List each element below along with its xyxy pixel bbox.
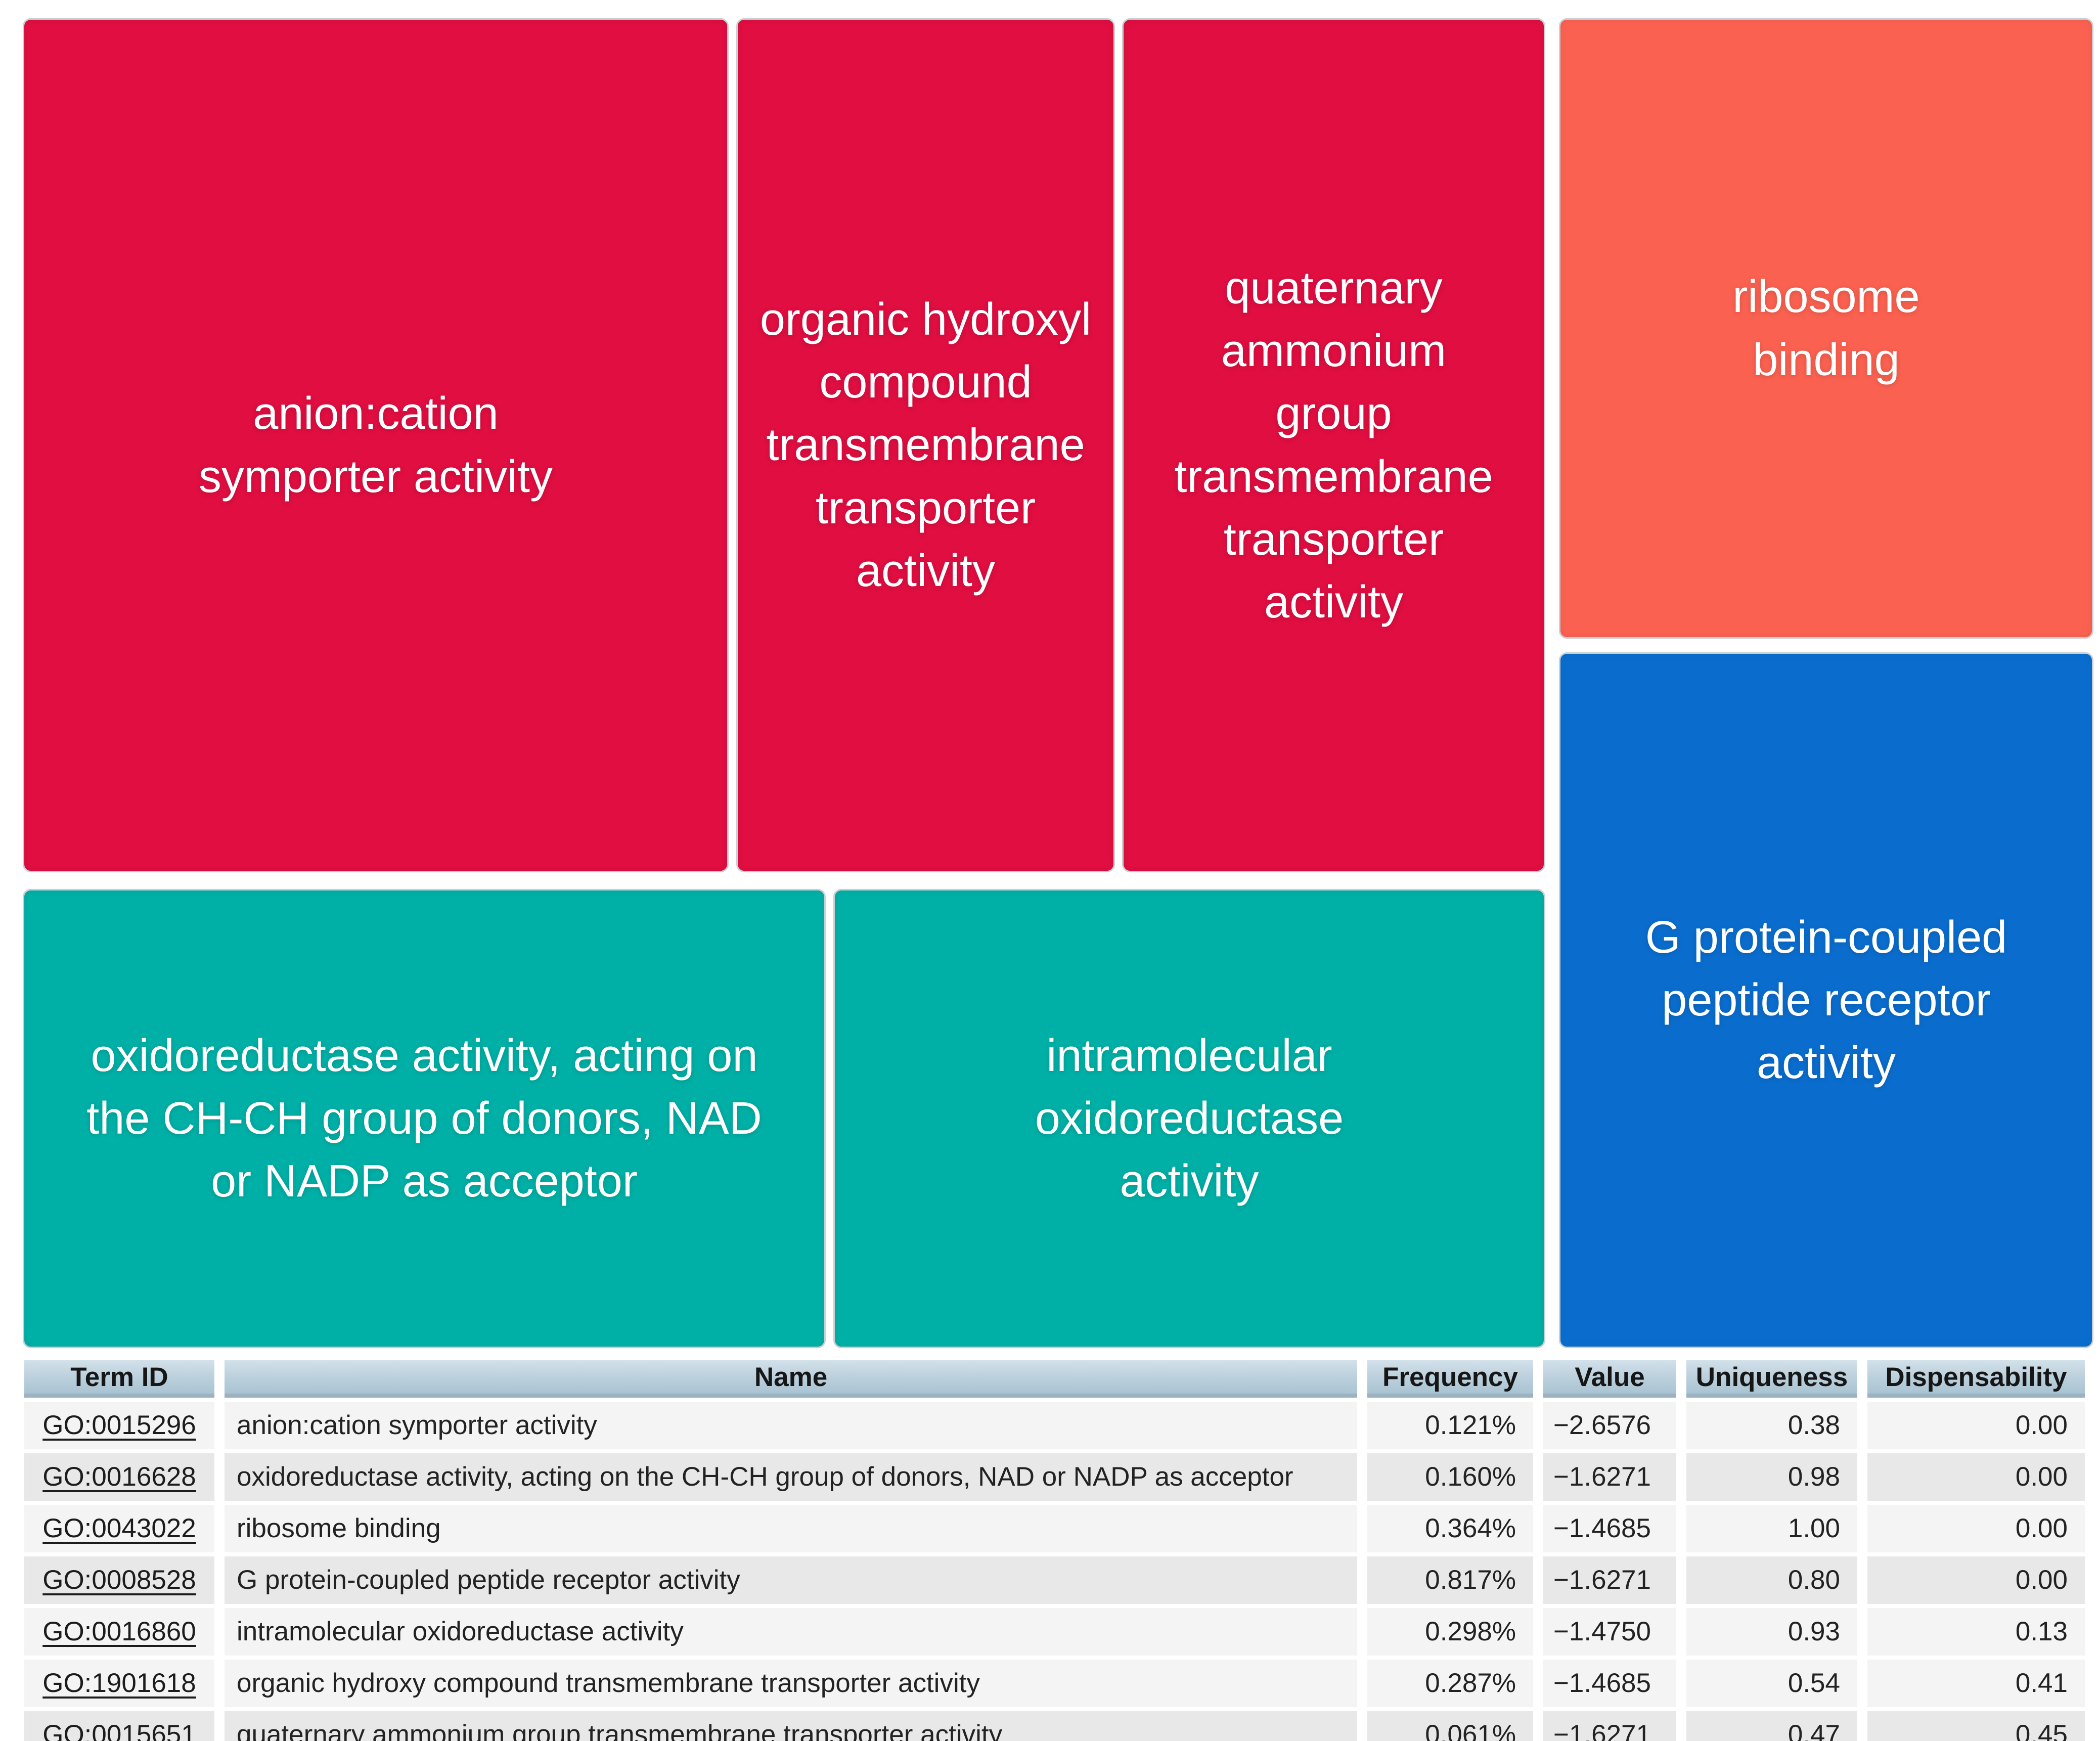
column-header-term-id: Term ID	[24, 1360, 214, 1398]
treemap-cell-organic-hydroxyl-compound-transmembrane-transporter-activity[interactable]: organic hydroxyl compound transmembrane …	[736, 18, 1115, 872]
dispensability-cell: 0.41	[1867, 1660, 2085, 1707]
term-name-cell: ribosome binding	[225, 1505, 1357, 1552]
term-name-cell: oxidoreductase activity, acting on the C…	[225, 1453, 1357, 1501]
uniqueness-cell: 0.54	[1686, 1660, 1857, 1707]
frequency-cell: 0.287%	[1367, 1660, 1533, 1707]
uniqueness-cell: 0.47	[1686, 1711, 1857, 1741]
column-header-frequency: Frequency	[1367, 1360, 1533, 1398]
go-term-link[interactable]: GO:0015296	[42, 1410, 196, 1440]
treemap-cell-label: anion:cation symporter activity	[198, 388, 553, 502]
term-id-cell: GO:0015651	[24, 1711, 214, 1741]
go-term-link[interactable]: GO:1901618	[42, 1668, 196, 1698]
uniqueness-cell: 1.00	[1686, 1505, 1857, 1552]
table-row: GO:0015651 quaternary ammonium group tra…	[24, 1711, 2085, 1741]
term-name-cell: intramolecular oxidoreductase activity	[225, 1608, 1357, 1656]
table-row: GO:0016628 oxidoreductase activity, acti…	[24, 1453, 2085, 1501]
dispensability-cell: 0.00	[1867, 1556, 2085, 1604]
treemap-cell-label: organic hydroxyl compound transmembrane …	[759, 294, 1092, 596]
treemap-cell-label: intramolecular oxidoreductase activity	[1035, 1030, 1344, 1207]
go-term-link[interactable]: GO:0016628	[42, 1461, 196, 1492]
go-term-link[interactable]: GO:0043022	[42, 1513, 196, 1543]
term-id-cell: GO:0008528	[24, 1556, 214, 1604]
treemap-cell-anion-cation-symporter-activity[interactable]: anion:cation symporter activity	[23, 18, 729, 872]
go-term-link[interactable]: GO:0016860	[42, 1616, 196, 1646]
column-header-value: Value	[1543, 1360, 1676, 1398]
go-term-link[interactable]: GO:0015651	[42, 1719, 196, 1741]
term-name-cell: G protein-coupled peptide receptor activ…	[225, 1556, 1357, 1604]
dispensability-cell: 0.00	[1867, 1453, 2085, 1501]
treemap-cell-quaternary-ammonium-group-transmembrane-transporter-activity[interactable]: quaternary ammonium group transmembrane …	[1122, 18, 1545, 872]
go-term-link[interactable]: GO:0008528	[42, 1565, 196, 1595]
treemap-cell-oxidoreductase-activity-ch-ch-group[interactable]: oxidoreductase activity, acting on the C…	[23, 889, 826, 1348]
frequency-cell: 0.298%	[1367, 1608, 1533, 1656]
frequency-cell: 0.817%	[1367, 1556, 1533, 1604]
table-row: GO:0008528 G protein-coupled peptide rec…	[24, 1556, 2085, 1604]
frequency-cell: 0.364%	[1367, 1505, 1533, 1552]
go-treemap: anion:cation symporter activity organic …	[23, 18, 2093, 1348]
value-cell: −1.6271	[1543, 1711, 1676, 1741]
dispensability-cell: 0.13	[1867, 1608, 2085, 1656]
treemap-cell-g-protein-coupled-peptide-receptor-activity[interactable]: G protein-coupled peptide receptor activ…	[1559, 652, 2093, 1348]
uniqueness-cell: 0.38	[1686, 1402, 1857, 1449]
table-row: GO:1901618 organic hydroxy compound tran…	[24, 1660, 2085, 1707]
treemap-cell-intramolecular-oxidoreductase-activity[interactable]: intramolecular oxidoreductase activity	[833, 889, 1545, 1348]
term-id-cell: GO:0043022	[24, 1505, 214, 1552]
value-cell: −1.6271	[1543, 1453, 1676, 1501]
treemap-cell-label: ribosome binding	[1732, 272, 1920, 385]
value-cell: −1.4685	[1543, 1505, 1676, 1552]
treemap-cell-ribosome-binding[interactable]: ribosome binding	[1559, 18, 2093, 639]
table-row: GO:0015296 anion:cation symporter activi…	[24, 1402, 2085, 1449]
term-id-cell: GO:1901618	[24, 1660, 214, 1707]
value-cell: −1.4685	[1543, 1660, 1676, 1707]
dispensability-cell: 0.00	[1867, 1402, 2085, 1449]
value-cell: −1.4750	[1543, 1608, 1676, 1656]
uniqueness-cell: 0.98	[1686, 1453, 1857, 1501]
term-id-cell: GO:0016628	[24, 1453, 214, 1501]
term-id-cell: GO:0016860	[24, 1608, 214, 1656]
term-name-cell: anion:cation symporter activity	[225, 1402, 1357, 1449]
treemap-cell-label: G protein-coupled peptide receptor activ…	[1645, 912, 2007, 1089]
uniqueness-cell: 0.80	[1686, 1556, 1857, 1604]
dispensability-cell: 0.45	[1867, 1711, 2085, 1741]
table-header-row: Term ID Name Frequency Value Uniqueness …	[24, 1360, 2085, 1398]
treemap-cell-label: oxidoreductase activity, acting on the C…	[86, 1030, 762, 1207]
value-cell: −2.6576	[1543, 1402, 1676, 1449]
table-row: GO:0043022 ribosome binding 0.364% −1.46…	[24, 1505, 2085, 1552]
term-name-cell: quaternary ammonium group transmembrane …	[225, 1711, 1357, 1741]
frequency-cell: 0.061%	[1367, 1711, 1533, 1741]
column-header-name: Name	[225, 1360, 1357, 1398]
value-cell: −1.6271	[1543, 1556, 1676, 1604]
term-name-cell: organic hydroxy compound transmembrane t…	[225, 1660, 1357, 1707]
term-id-cell: GO:0015296	[24, 1402, 214, 1449]
frequency-cell: 0.160%	[1367, 1453, 1533, 1501]
go-terms-table: Term ID Name Frequency Value Uniqueness …	[14, 1356, 2095, 1741]
dispensability-cell: 0.00	[1867, 1505, 2085, 1552]
treemap-cell-label: quaternary ammonium group transmembrane …	[1174, 262, 1493, 628]
column-header-uniqueness: Uniqueness	[1686, 1360, 1857, 1398]
table-row: GO:0016860 intramolecular oxidoreductase…	[24, 1608, 2085, 1656]
column-header-dispensability: Dispensability	[1867, 1360, 2085, 1398]
frequency-cell: 0.121%	[1367, 1402, 1533, 1449]
uniqueness-cell: 0.93	[1686, 1608, 1857, 1656]
